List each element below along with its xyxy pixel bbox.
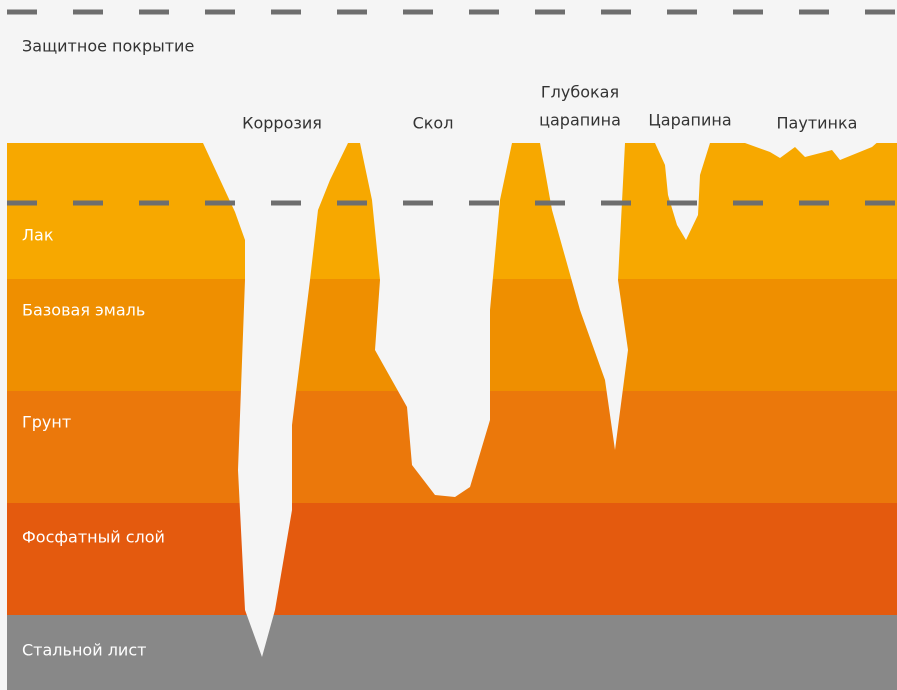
coating-label: Защитное покрытие [22, 37, 194, 56]
damage-label: царапина [539, 111, 621, 130]
layer-label: Лак [22, 226, 54, 245]
damage-label: Глубокая [541, 83, 619, 102]
layer-phosphate [7, 503, 897, 616]
damage-label: Скол [413, 114, 454, 133]
diagram: Защитное покрытие Коррозия Скол Глубокая… [0, 0, 897, 690]
damage-label: Паутинка [777, 114, 858, 133]
layer-label: Базовая эмаль [22, 301, 145, 320]
layer-label: Грунт [22, 413, 71, 432]
layer-label: Фосфатный слой [22, 528, 165, 547]
damage-label: Царапина [648, 111, 731, 130]
damage-label: Коррозия [242, 114, 322, 133]
layer-label: Стальной лист [22, 641, 146, 660]
